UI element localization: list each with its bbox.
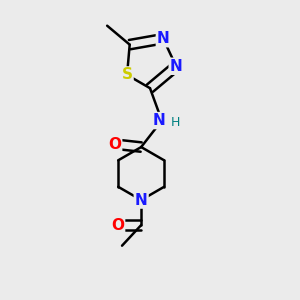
Text: S: S — [122, 68, 133, 82]
Text: N: N — [135, 193, 148, 208]
Text: N: N — [157, 31, 169, 46]
Text: O: O — [108, 136, 121, 152]
Text: N: N — [170, 59, 182, 74]
Text: H: H — [170, 116, 180, 128]
Text: O: O — [111, 218, 124, 232]
Text: N: N — [152, 113, 165, 128]
